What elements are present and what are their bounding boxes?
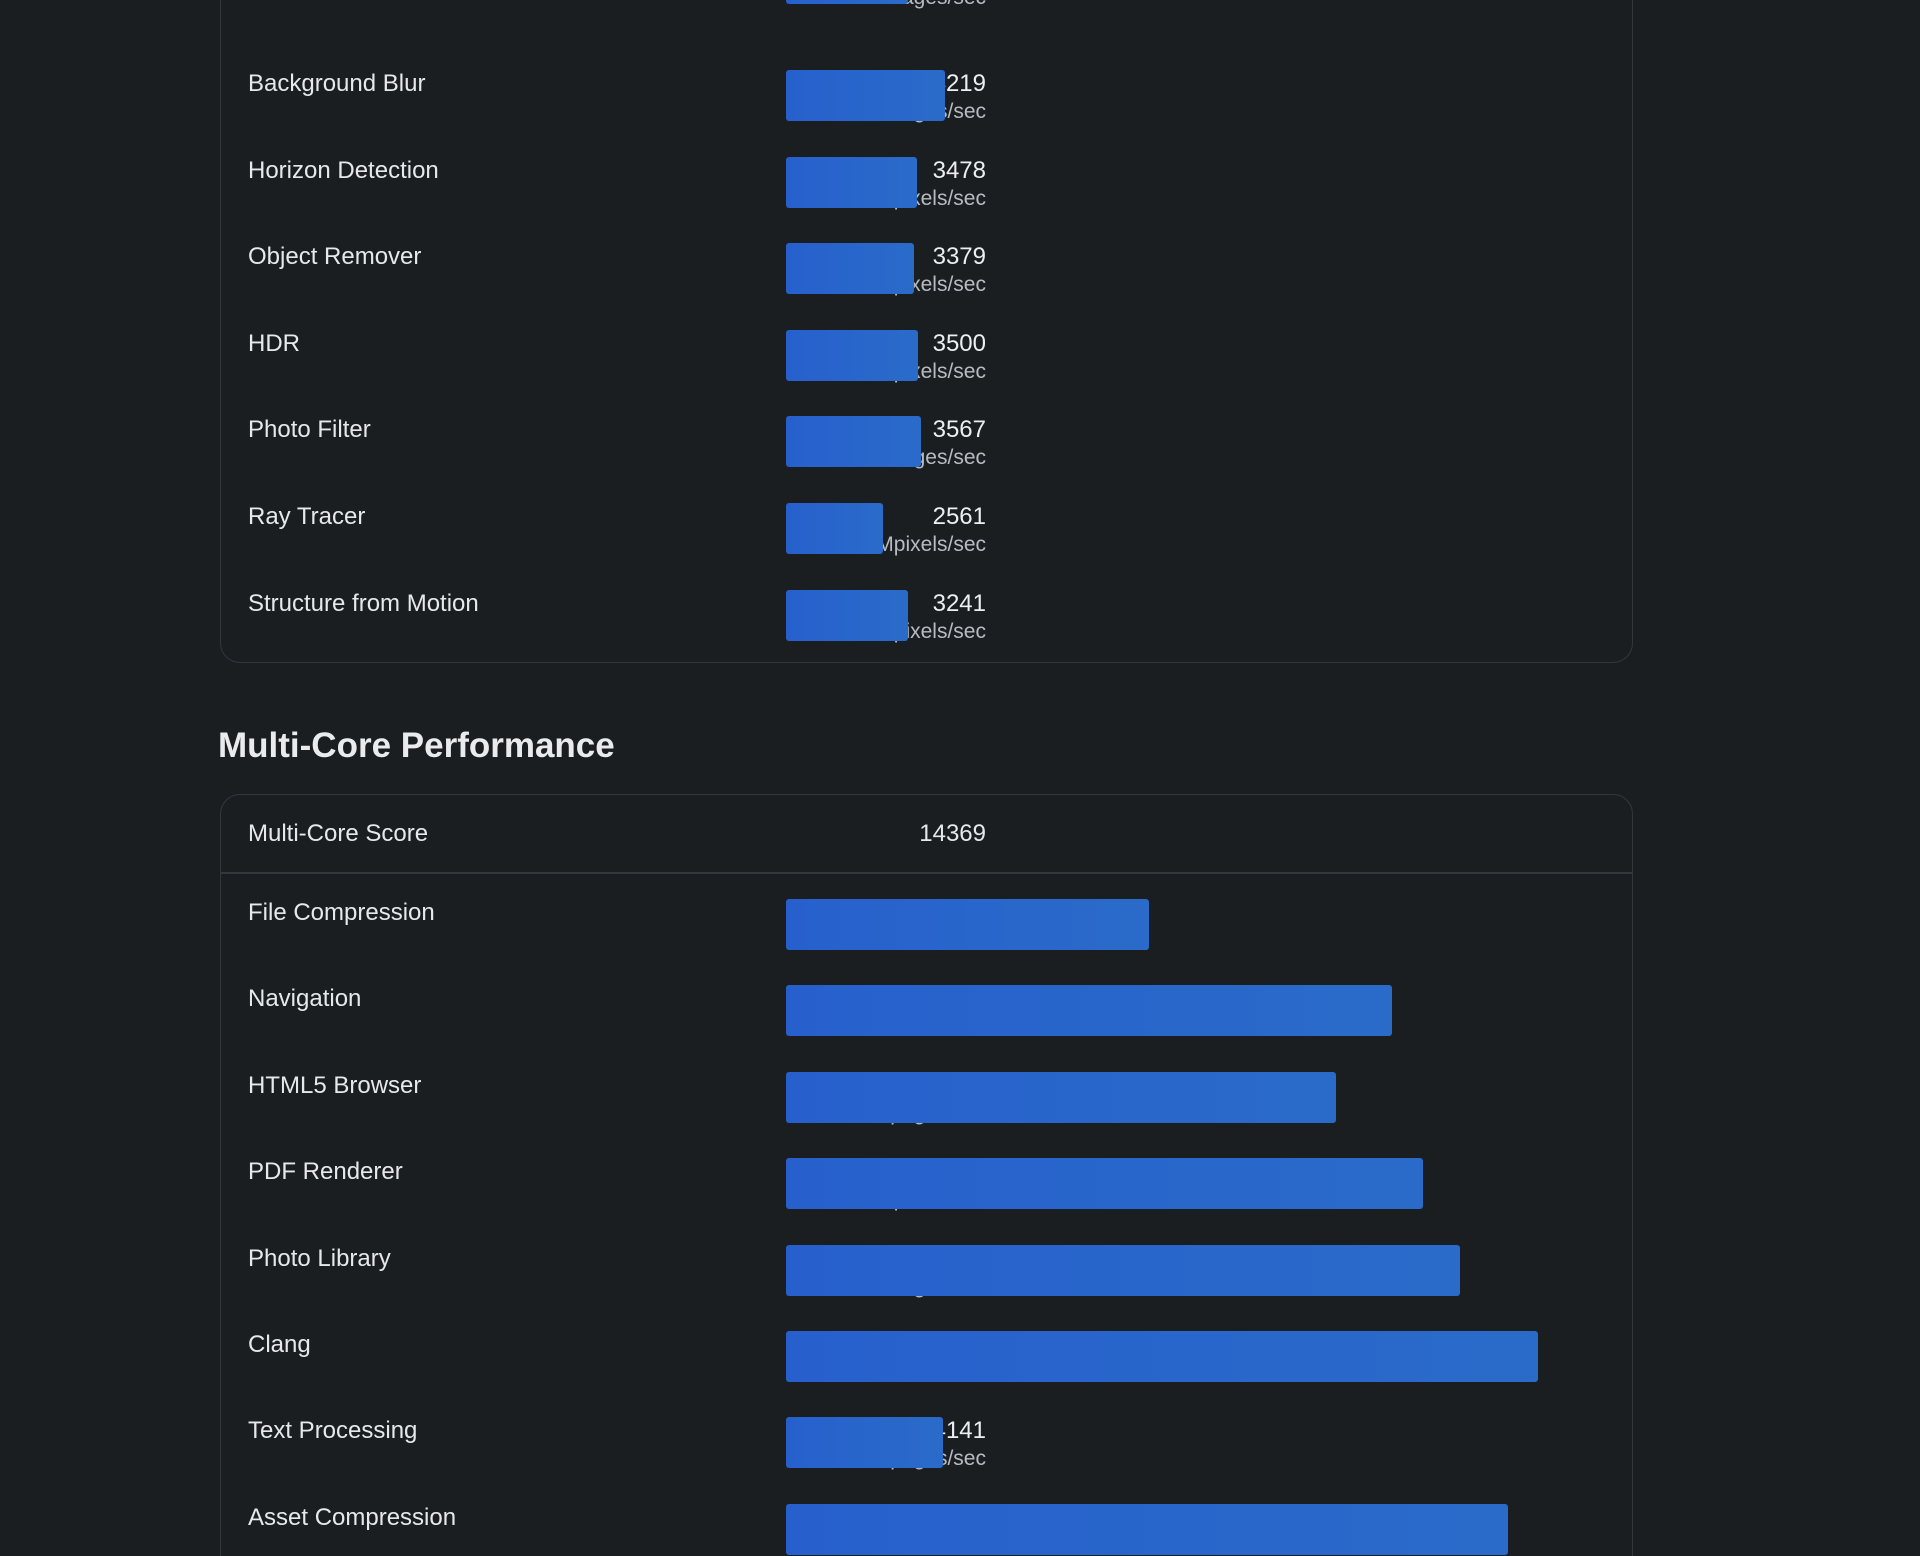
benchmark-score: 3379 xyxy=(932,243,986,271)
benchmark-row: Ray Tracer 2561 2.48 Mpixels/sec xyxy=(221,502,1634,582)
multi-core-score-value: 14369 xyxy=(919,820,986,847)
benchmark-row-partial: 98.9 images/sec xyxy=(221,0,1634,34)
benchmark-rate: 98.9 images/sec xyxy=(833,0,986,12)
benchmark-score: 2561 xyxy=(932,503,986,530)
benchmark-row: Object Remover3379259.8 Mpixels/sec xyxy=(221,242,1634,322)
benchmark-bar xyxy=(786,416,921,468)
benchmark-label: File Compression xyxy=(248,899,435,926)
benchmark-label: Horizon Detection xyxy=(248,156,439,184)
benchmark-row: Photo Filter356735.4 images/sec xyxy=(221,415,1634,495)
single-core-card: 98.9 images/sec Background Blur421917.5 … xyxy=(220,0,1633,663)
benchmark-bar xyxy=(786,503,883,554)
benchmark-score: 3241 xyxy=(932,589,986,617)
benchmark-row: Photo Library17837242.1 images/sec xyxy=(221,1244,1634,1324)
benchmark-label: Text Processing xyxy=(248,1417,418,1445)
benchmark-label: Structure from Motion xyxy=(248,589,479,617)
benchmark-score: 3478 xyxy=(932,156,986,184)
multi-core-card: Multi-Core Score 14369 File Compression9… xyxy=(220,794,1633,1556)
benchmark-bar xyxy=(786,70,945,121)
section-title-multi-core: Multi-Core Performance xyxy=(218,726,615,765)
benchmark-label: Asset Compression xyxy=(248,1503,457,1531)
benchmark-label: Clang xyxy=(248,1331,311,1358)
benchmark-label: Photo Library xyxy=(248,1244,391,1272)
benchmark-row: Text Processing4141331.6 pages/sec xyxy=(221,1416,1634,1496)
benchmark-label: Photo Filter xyxy=(248,416,371,444)
benchmark-row: Asset Compression19101591.9 MB/sec xyxy=(221,1503,1634,1556)
benchmark-row: HTML5 Browser14557298.0 pages/sec xyxy=(221,1071,1634,1151)
benchmark-row: Navigation1602396.5 routes/sec xyxy=(221,984,1634,1064)
benchmark-bar xyxy=(786,899,1149,950)
benchmark-bar xyxy=(786,1244,1460,1296)
benchmark-row: HDR3500102.7 Mpixels/sec xyxy=(221,329,1634,409)
benchmark-label: Background Blur xyxy=(248,70,426,97)
benchmark-row: PDF Renderer16865388.9 Mpixels/sec xyxy=(221,1157,1634,1237)
benchmark-label: Object Remover xyxy=(248,243,422,271)
benchmark-label: Ray Tracer xyxy=(248,503,366,530)
benchmark-label: HTML5 Browser xyxy=(248,1071,422,1099)
benchmark-bar xyxy=(786,589,908,641)
multi-core-score-header: Multi-Core Score 14369 xyxy=(221,795,1632,874)
benchmark-row: Clang1989698.0 Klines/sec xyxy=(221,1330,1634,1410)
benchmark-bar xyxy=(786,329,918,381)
multi-core-score-label: Multi-Core Score xyxy=(248,820,429,847)
benchmark-row: Structure from Motion3241102.6 Kpixels/s… xyxy=(221,589,1634,669)
benchmark-label: Navigation xyxy=(248,985,362,1013)
benchmark-bar xyxy=(786,1503,1508,1555)
benchmark-row: File Compression96171.35 GB/sec xyxy=(221,898,1634,978)
benchmark-bar xyxy=(786,1417,943,1469)
benchmark-label: HDR xyxy=(248,329,300,357)
benchmark-bar xyxy=(786,985,1392,1037)
benchmark-bar xyxy=(786,1158,1423,1210)
benchmark-bar xyxy=(786,156,917,208)
benchmark-label: PDF Renderer xyxy=(248,1158,403,1186)
benchmark-score: 3500 xyxy=(932,329,986,357)
benchmark-bar xyxy=(786,0,908,4)
benchmark-score: 3567 xyxy=(932,416,986,444)
benchmark-bar xyxy=(786,1331,1538,1382)
benchmark-bar xyxy=(786,243,914,295)
benchmark-row: Horizon Detection3478108.2 Mpixels/sec xyxy=(221,156,1634,236)
benchmark-row: Background Blur421917.5 images/sec xyxy=(221,69,1634,149)
benchmark-bar xyxy=(786,1071,1336,1123)
